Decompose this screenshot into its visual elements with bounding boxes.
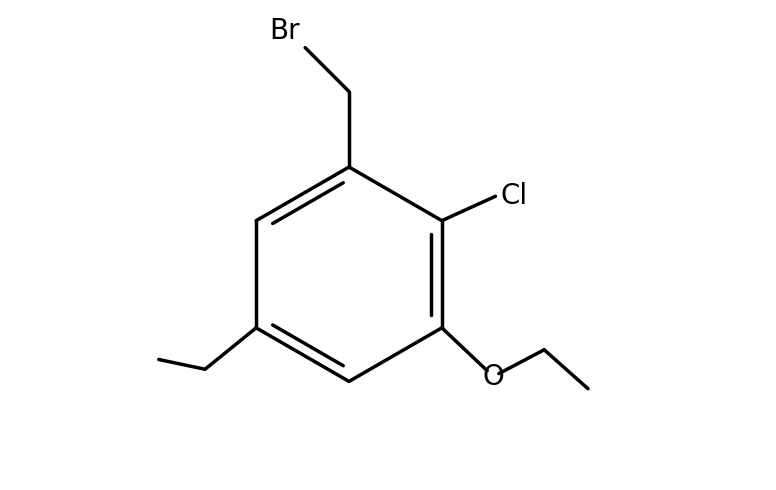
Text: O: O (482, 363, 504, 391)
Text: Cl: Cl (501, 182, 528, 210)
Text: Br: Br (270, 17, 300, 45)
